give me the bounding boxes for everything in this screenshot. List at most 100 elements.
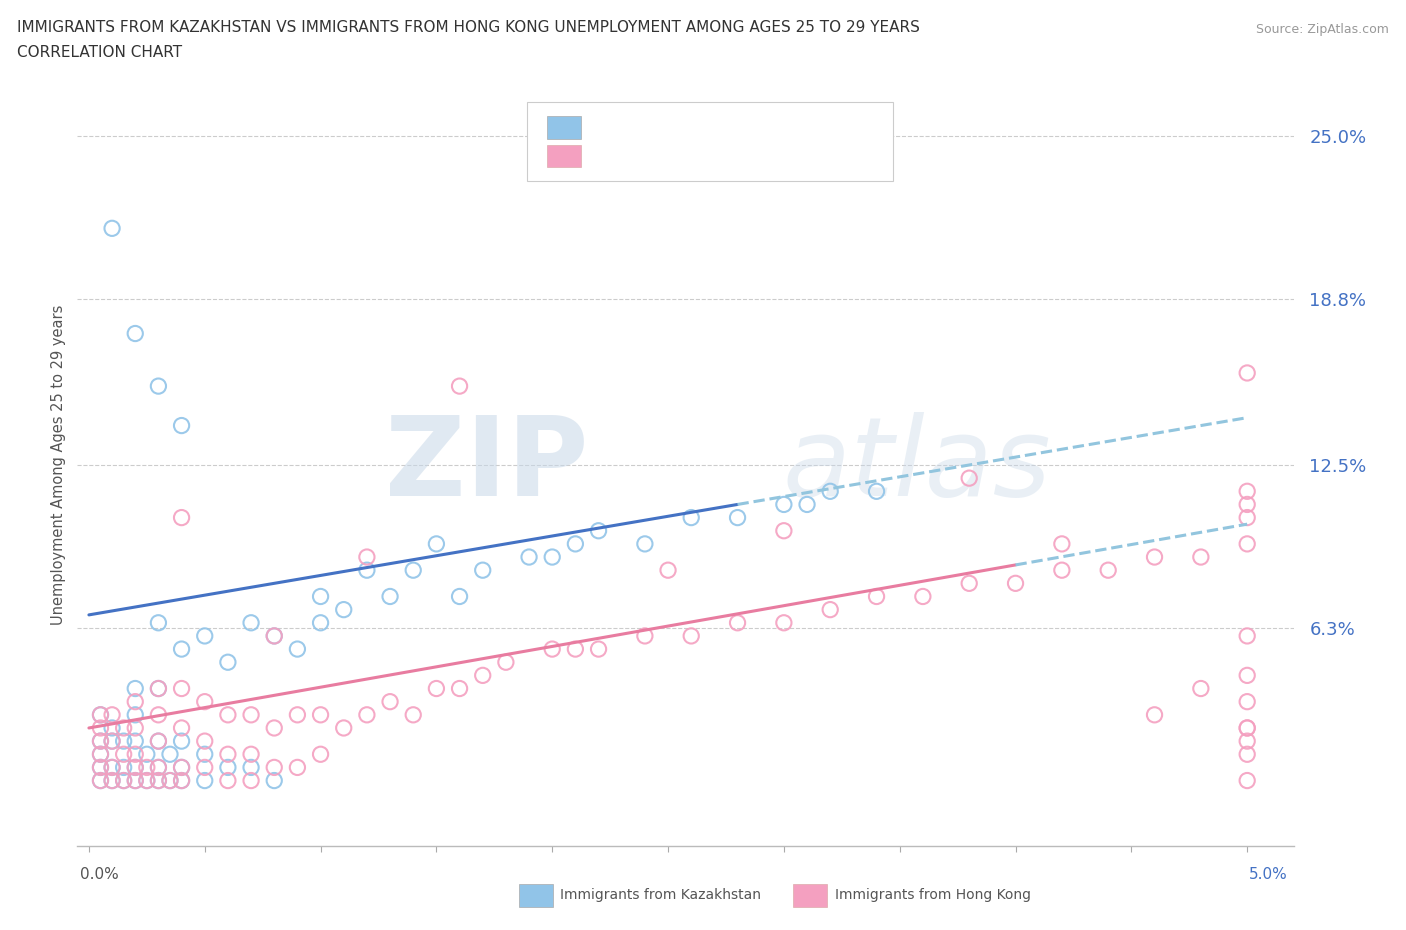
Point <box>541 642 564 657</box>
Point <box>135 760 157 775</box>
Text: 92: 92 <box>714 147 738 166</box>
Point <box>170 681 193 696</box>
Point <box>309 708 332 723</box>
Point <box>135 747 157 762</box>
Point <box>588 642 610 657</box>
Point <box>240 708 263 723</box>
Text: Immigrants from Hong Kong: Immigrants from Hong Kong <box>835 887 1031 902</box>
Point <box>112 773 135 788</box>
Point <box>194 747 217 762</box>
Point <box>124 721 146 736</box>
Point <box>89 721 111 736</box>
Point <box>634 629 657 644</box>
Point <box>101 734 124 749</box>
Point <box>402 708 425 723</box>
Point <box>170 760 193 775</box>
Point <box>124 681 146 696</box>
Point <box>194 734 217 749</box>
Text: N =: N = <box>672 147 720 166</box>
Point <box>727 511 749 525</box>
Point <box>356 708 378 723</box>
Point <box>124 694 146 709</box>
Point <box>159 773 181 788</box>
Text: 0.235: 0.235 <box>623 147 675 166</box>
Point <box>1050 563 1073 578</box>
Point <box>148 760 170 775</box>
Point <box>124 760 146 775</box>
Text: N =: N = <box>672 118 720 137</box>
Point <box>112 773 135 788</box>
Point <box>159 773 181 788</box>
Point <box>148 773 170 788</box>
Point <box>240 773 263 788</box>
Point <box>287 642 309 657</box>
Point <box>170 721 193 736</box>
Point <box>148 681 170 696</box>
Point <box>112 721 135 736</box>
Point <box>1236 497 1258 512</box>
Point <box>89 773 111 788</box>
Point <box>112 747 135 762</box>
Point <box>1143 708 1166 723</box>
Point <box>287 760 309 775</box>
Point <box>1236 629 1258 644</box>
Point <box>135 773 157 788</box>
Point <box>1236 734 1258 749</box>
Point <box>402 563 425 578</box>
Text: 5.0%: 5.0% <box>1249 867 1288 882</box>
Text: Source: ZipAtlas.com: Source: ZipAtlas.com <box>1256 23 1389 36</box>
Point <box>194 760 217 775</box>
Point <box>89 734 111 749</box>
Point <box>148 616 170 631</box>
Point <box>681 629 703 644</box>
Point <box>135 773 157 788</box>
Point <box>89 773 111 788</box>
Point <box>449 589 471 604</box>
Text: 0.0%: 0.0% <box>80 867 120 882</box>
Point <box>1050 537 1073 551</box>
Point <box>517 550 540 565</box>
Point <box>217 773 239 788</box>
Point <box>159 747 181 762</box>
Text: R =: R = <box>591 118 627 137</box>
Text: 0.127: 0.127 <box>623 118 675 137</box>
Point <box>89 734 111 749</box>
Point <box>89 760 111 775</box>
Point <box>309 747 332 762</box>
Point <box>101 773 124 788</box>
Point <box>356 563 378 578</box>
Point <box>101 734 124 749</box>
Text: atlas: atlas <box>783 411 1052 519</box>
Point <box>240 747 263 762</box>
Point <box>170 773 193 788</box>
Text: Immigrants from Kazakhstan: Immigrants from Kazakhstan <box>560 887 761 902</box>
Point <box>240 760 263 775</box>
Point <box>564 537 586 551</box>
Point <box>773 616 796 631</box>
Point <box>564 642 586 657</box>
Point <box>449 681 471 696</box>
Text: CORRELATION CHART: CORRELATION CHART <box>17 45 181 60</box>
Point <box>263 629 285 644</box>
Point <box>1236 511 1258 525</box>
Point <box>148 760 170 775</box>
Point <box>170 418 193 433</box>
Point <box>148 681 170 696</box>
Point <box>124 773 146 788</box>
Point <box>217 747 239 762</box>
Point <box>101 760 124 775</box>
Point <box>1236 668 1258 683</box>
Point <box>471 668 494 683</box>
Point <box>541 550 564 565</box>
Point <box>773 497 796 512</box>
Point <box>148 773 170 788</box>
Point <box>425 681 447 696</box>
Point <box>957 471 980 485</box>
Point <box>425 537 447 551</box>
Point <box>124 326 146 341</box>
Point <box>356 550 378 565</box>
Point <box>1236 773 1258 788</box>
Point <box>796 497 818 512</box>
Point <box>112 760 135 775</box>
Point <box>495 655 517 670</box>
